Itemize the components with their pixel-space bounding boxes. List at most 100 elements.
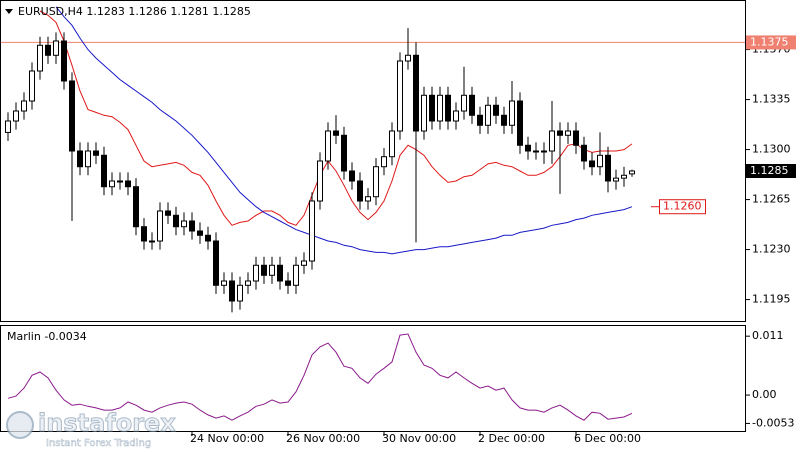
candle-body bbox=[389, 130, 395, 158]
candle-body bbox=[469, 94, 475, 116]
candle-body bbox=[301, 260, 307, 266]
candle-body bbox=[189, 220, 195, 232]
level-label: 1.1375 bbox=[750, 35, 789, 48]
x-tick-label: 26 Nov 00:00 bbox=[286, 432, 360, 445]
candle-body bbox=[165, 210, 171, 216]
candle-body bbox=[341, 134, 347, 172]
level-label-box bbox=[746, 35, 796, 50]
chart-header: EURUSD,H4 1.1283 1.1286 1.1281 1.1285 bbox=[18, 5, 251, 18]
y-tick-label: 1.1300 bbox=[752, 143, 791, 156]
candle-body bbox=[45, 44, 51, 56]
candle-body bbox=[597, 154, 603, 168]
candle-body bbox=[629, 170, 635, 175]
watermark-brand: instaforex bbox=[38, 409, 176, 437]
candle-body bbox=[373, 166, 379, 198]
y-tick-label: -0.0053 bbox=[752, 416, 794, 429]
candle-body bbox=[533, 150, 539, 153]
candle-body bbox=[517, 100, 523, 146]
candle-body bbox=[117, 180, 123, 183]
candle-body bbox=[565, 130, 571, 136]
candle-body bbox=[21, 100, 27, 112]
candle-body bbox=[293, 264, 299, 286]
x-tick-label: 24 Nov 00:00 bbox=[190, 432, 264, 445]
candle-body bbox=[109, 180, 115, 188]
price-label-box bbox=[746, 164, 796, 178]
candle-body bbox=[277, 264, 283, 282]
candle-body bbox=[245, 280, 251, 286]
candle-body bbox=[509, 100, 515, 126]
candle-body bbox=[61, 40, 67, 82]
symbol: EURUSD,H4 bbox=[18, 5, 83, 18]
candle-body bbox=[133, 186, 139, 228]
y-tick-label: 1.1265 bbox=[752, 193, 791, 206]
candle-body bbox=[365, 196, 371, 202]
y-tick-label: 1.1335 bbox=[752, 93, 791, 106]
candle-body bbox=[253, 264, 259, 282]
candle-body bbox=[573, 130, 579, 146]
candle-body bbox=[405, 54, 411, 62]
low-value: 1.1281 bbox=[170, 5, 209, 18]
candle-body bbox=[397, 60, 403, 132]
candle-body bbox=[205, 234, 211, 242]
candle-body bbox=[269, 264, 275, 276]
candle-body bbox=[477, 114, 483, 126]
candle-body bbox=[125, 180, 131, 188]
candle-body bbox=[453, 110, 459, 122]
candle-body bbox=[101, 154, 107, 188]
ma-label: 1.1260 bbox=[663, 200, 702, 213]
line bbox=[55, 6, 633, 255]
candle-body bbox=[421, 94, 427, 132]
candle-body bbox=[429, 94, 435, 122]
candle-body bbox=[413, 54, 419, 132]
candle-body bbox=[485, 104, 491, 126]
line bbox=[7, 333, 633, 421]
menu-triangle bbox=[5, 9, 13, 14]
candle-body bbox=[53, 40, 59, 56]
candle-body bbox=[157, 210, 163, 242]
high-value: 1.1286 bbox=[128, 5, 167, 18]
candle-body bbox=[37, 44, 43, 72]
price-label: 1.1285 bbox=[750, 164, 789, 177]
candle-body bbox=[85, 150, 91, 168]
candle-body bbox=[349, 170, 355, 182]
candle-body bbox=[93, 150, 99, 156]
candle-body bbox=[501, 114, 507, 126]
watermark: instaforex Instant Forex Trading bbox=[6, 409, 177, 449]
candle-body bbox=[493, 104, 499, 116]
watermark-tagline: Instant Forex Trading bbox=[46, 438, 151, 449]
candle-body bbox=[285, 280, 291, 286]
candle-body bbox=[445, 94, 451, 122]
candle-body bbox=[181, 220, 187, 228]
candle-body bbox=[621, 174, 627, 179]
indicator-name: Marlin bbox=[7, 330, 41, 343]
candle-body bbox=[549, 130, 555, 152]
open-value: 1.1283 bbox=[86, 5, 125, 18]
candle-body bbox=[309, 200, 315, 262]
y-tick-label: 1.1195 bbox=[752, 293, 791, 306]
indicator-value: -0.0034 bbox=[44, 330, 86, 343]
line bbox=[39, 10, 633, 226]
candle-body bbox=[461, 94, 467, 112]
candle-body bbox=[437, 94, 443, 122]
y-tick-label: 1.1230 bbox=[752, 243, 791, 256]
candle-body bbox=[317, 160, 323, 202]
candle-body bbox=[613, 177, 619, 182]
candle-body bbox=[69, 80, 75, 152]
candle-body bbox=[213, 240, 219, 286]
x-tick-label: 6 Dec 00:00 bbox=[574, 432, 641, 445]
candle-body bbox=[557, 130, 563, 136]
candle-body bbox=[325, 130, 331, 162]
candle-body bbox=[13, 110, 19, 122]
y-tick-label: 0.00 bbox=[752, 388, 777, 401]
candle-body bbox=[173, 214, 179, 228]
candle-body bbox=[381, 156, 387, 168]
x-tick-label: 2 Dec 00:00 bbox=[478, 432, 545, 445]
candle-body bbox=[29, 70, 35, 102]
x-tick-label: 30 Nov 00:00 bbox=[382, 432, 456, 445]
y-tick-label: 0.011 bbox=[752, 329, 784, 342]
candle-body bbox=[229, 280, 235, 302]
ma-label-box bbox=[659, 199, 706, 215]
watermark-logo bbox=[6, 411, 34, 439]
